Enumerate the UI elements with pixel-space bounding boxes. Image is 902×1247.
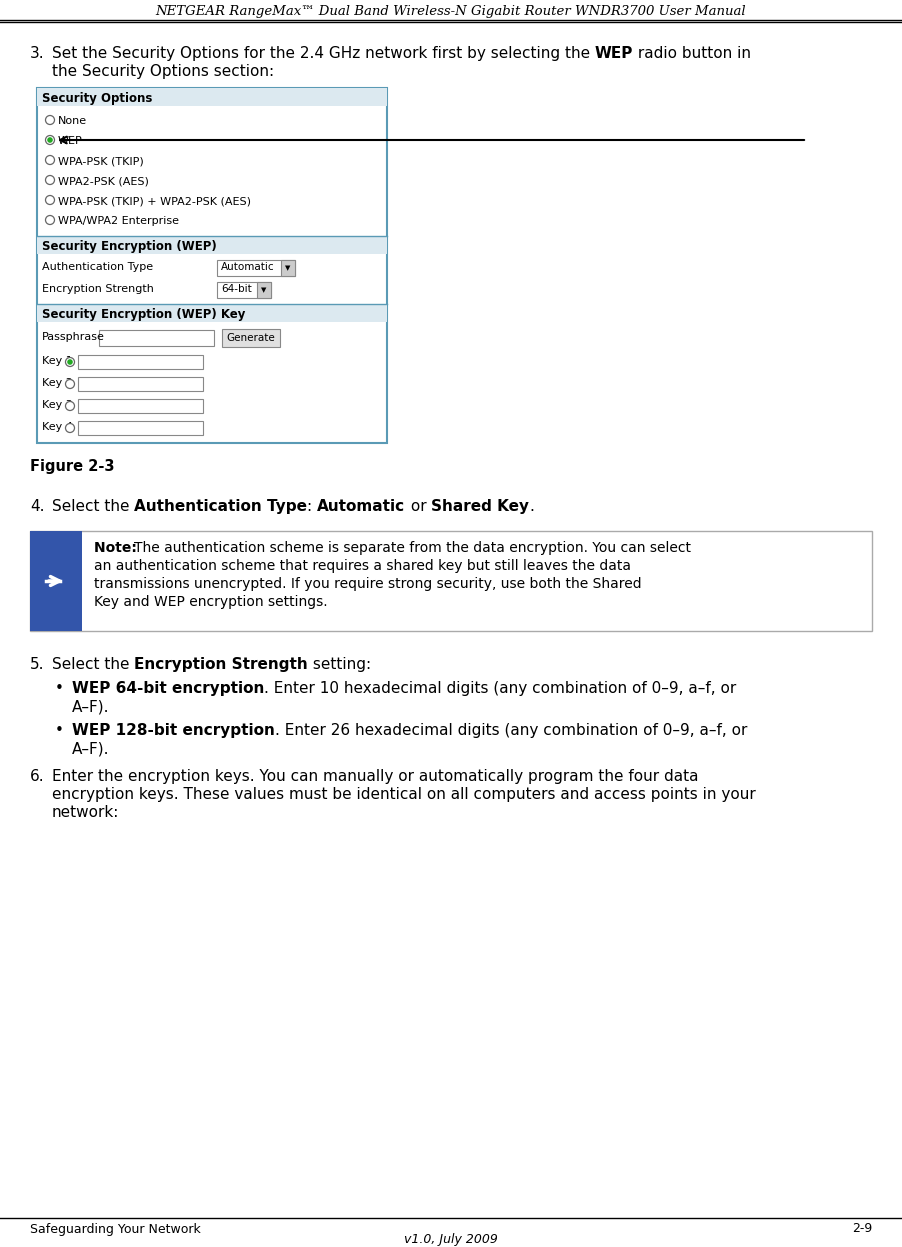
Bar: [78, 421, 203, 435]
Circle shape: [45, 136, 54, 145]
Text: Key 3: Key 3: [42, 400, 73, 410]
Text: the Security Options section:: the Security Options section:: [52, 64, 274, 79]
Circle shape: [66, 379, 75, 389]
Bar: [222, 329, 280, 347]
Text: Figure 2-3: Figure 2-3: [30, 459, 115, 474]
Circle shape: [66, 424, 75, 433]
Text: Shared Key: Shared Key: [431, 499, 529, 514]
Bar: [37, 89, 387, 443]
Circle shape: [45, 176, 54, 185]
Circle shape: [45, 196, 54, 205]
Text: Key 4: Key 4: [42, 421, 73, 431]
Text: WPA-PSK (TKIP) + WPA2-PSK (AES): WPA-PSK (TKIP) + WPA2-PSK (AES): [58, 196, 251, 206]
Text: WPA2-PSK (AES): WPA2-PSK (AES): [58, 176, 149, 186]
Bar: [217, 282, 271, 298]
Text: 5.: 5.: [30, 657, 44, 672]
Bar: [37, 236, 387, 254]
Text: A–F).: A–F).: [72, 700, 109, 715]
Text: Select the: Select the: [52, 499, 134, 514]
Text: Set the Security Options for the 2.4 GHz network first by selecting the: Set the Security Options for the 2.4 GHz…: [52, 46, 595, 61]
Bar: [99, 330, 214, 345]
Circle shape: [68, 359, 73, 365]
Text: A–F).: A–F).: [72, 741, 109, 756]
Text: encryption keys. These values must be identical on all computers and access poin: encryption keys. These values must be id…: [52, 787, 756, 802]
Circle shape: [66, 358, 75, 367]
Text: v1.0, July 2009: v1.0, July 2009: [404, 1233, 498, 1247]
Text: an authentication scheme that requires a shared key but still leaves the data: an authentication scheme that requires a…: [94, 559, 631, 574]
Text: setting:: setting:: [308, 657, 372, 672]
Bar: [217, 261, 295, 276]
Text: ▼: ▼: [285, 266, 290, 271]
Text: .: .: [529, 499, 534, 514]
Text: The authentication scheme is separate from the data encryption. You can select: The authentication scheme is separate fr…: [134, 541, 691, 555]
Bar: [257, 282, 271, 298]
Text: 6.: 6.: [30, 769, 44, 784]
Text: Key 1: Key 1: [42, 355, 73, 367]
Text: :: :: [308, 499, 318, 514]
Circle shape: [45, 216, 54, 224]
Text: WPA-PSK (TKIP): WPA-PSK (TKIP): [58, 156, 143, 166]
Text: . Enter 26 hexadecimal digits (any combination of 0–9, a–f, or: . Enter 26 hexadecimal digits (any combi…: [275, 723, 747, 738]
Bar: [37, 304, 387, 322]
Text: Note:: Note:: [94, 541, 142, 555]
Text: Enter the encryption keys. You can manually or automatically program the four da: Enter the encryption keys. You can manua…: [52, 769, 698, 784]
Text: Passphrase: Passphrase: [42, 332, 105, 342]
Text: Security Options: Security Options: [42, 92, 152, 105]
Text: •: •: [55, 681, 64, 696]
Text: Safeguarding Your Network: Safeguarding Your Network: [30, 1222, 201, 1236]
Text: NETGEAR RangeMax™ Dual Band Wireless-N Gigabit Router WNDR3700 User Manual: NETGEAR RangeMax™ Dual Band Wireless-N G…: [156, 5, 746, 17]
Text: Automatic: Automatic: [221, 262, 274, 272]
Text: 4.: 4.: [30, 499, 44, 514]
Text: 3.: 3.: [30, 46, 44, 61]
Text: Authentication Type: Authentication Type: [42, 262, 153, 272]
Text: . Enter 10 hexadecimal digits (any combination of 0–9, a–f, or: . Enter 10 hexadecimal digits (any combi…: [264, 681, 737, 696]
Text: 64-bit: 64-bit: [221, 284, 252, 294]
Text: Key and WEP encryption settings.: Key and WEP encryption settings.: [94, 595, 327, 609]
Text: Encryption Strength: Encryption Strength: [134, 657, 308, 672]
Text: Encryption Strength: Encryption Strength: [42, 284, 154, 294]
Bar: [281, 261, 295, 276]
Text: Automatic: Automatic: [318, 499, 406, 514]
Text: transmissions unencrypted. If you require strong security, use both the Shared: transmissions unencrypted. If you requir…: [94, 577, 641, 591]
Text: WEP 64-bit encryption: WEP 64-bit encryption: [72, 681, 264, 696]
Text: WEP: WEP: [595, 46, 633, 61]
Circle shape: [47, 137, 53, 143]
Text: WPA/WPA2 Enterprise: WPA/WPA2 Enterprise: [58, 216, 179, 226]
Text: Security Encryption (WEP): Security Encryption (WEP): [42, 239, 216, 253]
Text: Security Encryption (WEP) Key: Security Encryption (WEP) Key: [42, 308, 245, 320]
Text: Select the: Select the: [52, 657, 134, 672]
Text: network:: network:: [52, 806, 119, 821]
Circle shape: [45, 156, 54, 165]
Circle shape: [45, 116, 54, 125]
Text: or: or: [406, 499, 431, 514]
Bar: [37, 89, 387, 106]
Text: WEP: WEP: [58, 136, 83, 146]
Bar: [78, 377, 203, 392]
Text: •: •: [55, 723, 64, 738]
Text: Authentication Type: Authentication Type: [134, 499, 308, 514]
Text: Generate: Generate: [226, 333, 275, 343]
Circle shape: [66, 402, 75, 410]
Bar: [78, 399, 203, 413]
Text: ▼: ▼: [262, 287, 267, 293]
Bar: [30, 531, 82, 631]
Text: 2-9: 2-9: [851, 1222, 872, 1236]
Bar: [30, 531, 872, 631]
Text: None: None: [58, 116, 87, 126]
Text: WEP 128-bit encryption: WEP 128-bit encryption: [72, 723, 275, 738]
Text: radio button in: radio button in: [633, 46, 751, 61]
Text: Key 2: Key 2: [42, 378, 73, 388]
Bar: [78, 355, 203, 369]
